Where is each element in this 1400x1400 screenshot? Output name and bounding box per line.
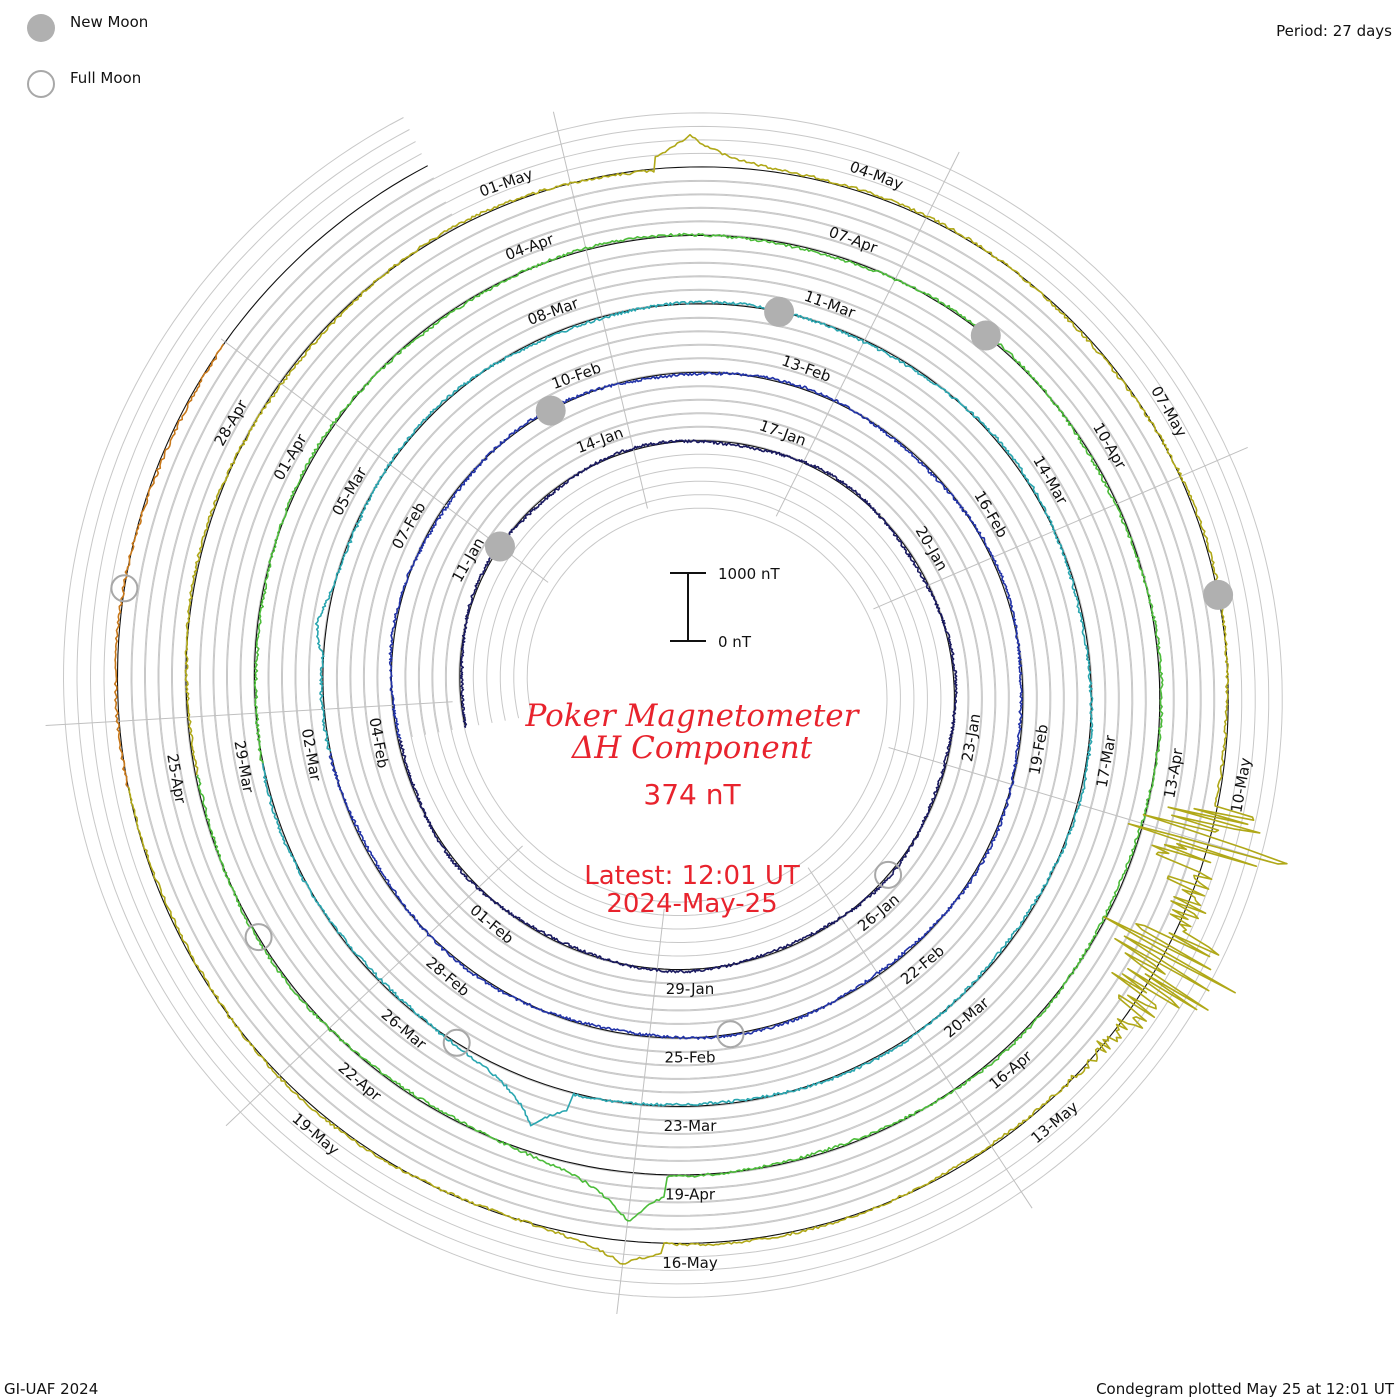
spoke-line — [775, 151, 960, 517]
full-moon-marker — [244, 923, 273, 952]
date-label: 07-May — [1147, 383, 1190, 440]
full-moon-marker — [716, 1020, 745, 1049]
date-label: 07-Apr — [826, 223, 880, 257]
spoke-line — [807, 867, 1033, 1209]
date-label: 05-Mar — [329, 463, 371, 518]
moon-phase-markers — [110, 296, 1234, 1057]
new-moon-marker — [485, 531, 515, 562]
date-label: 14-Mar — [1029, 453, 1071, 508]
date-label: 19-Apr — [665, 1185, 716, 1203]
date-label: 19-Feb — [1025, 723, 1052, 776]
spoke-line — [888, 747, 1280, 865]
spoke-line — [225, 845, 523, 1127]
date-label: 23-Jan — [958, 712, 984, 763]
scale-bar: 1000 nT 0 nT — [670, 565, 780, 651]
date-label: 02-Mar — [298, 727, 325, 783]
date-label: 04-Feb — [365, 716, 392, 769]
date-label: 11-Mar — [802, 287, 859, 322]
date-label: 16-Apr — [986, 1046, 1037, 1093]
date-label: 19-May — [289, 1109, 343, 1159]
date-label: 25-Apr — [163, 752, 190, 805]
trace-segment — [196, 232, 1164, 1222]
trace-segment — [398, 439, 958, 974]
date-label: 28-Feb — [422, 953, 473, 1000]
spoke-line — [45, 701, 453, 726]
grid-spiral — [157, 201, 1189, 1204]
date-label: 13-May — [1028, 1098, 1082, 1148]
date-label: 01-Apr — [270, 430, 311, 483]
spoke-line — [552, 111, 648, 509]
period-label: Period: 27 days — [1276, 22, 1392, 40]
chart-title-line1: Poker Magnetometer — [525, 698, 861, 734]
date-label: 22-Feb — [897, 942, 948, 989]
date-label: 16-Feb — [970, 488, 1011, 541]
date-label: 13-Apr — [1160, 746, 1187, 799]
grid-spiral — [144, 189, 1202, 1217]
trace-segment — [328, 371, 1023, 1040]
date-label: 17-Jan — [757, 416, 809, 449]
date-label: 29-Jan — [666, 980, 714, 998]
trace-segment — [113, 343, 225, 788]
spoke-line — [873, 446, 1248, 610]
full-moon-marker — [442, 1028, 471, 1057]
new-moon-marker — [1203, 579, 1234, 610]
grid-spiral — [130, 177, 1216, 1231]
new-moon-legend-label: New Moon — [70, 13, 149, 31]
date-label: 13-Feb — [779, 351, 833, 385]
trace-segment — [261, 300, 1094, 1127]
credit-label: GI-UAF 2024 — [4, 1380, 99, 1398]
date-label: 22-Apr — [335, 1059, 386, 1106]
scale-top-label: 1000 nT — [718, 565, 780, 583]
date-label: 23-Mar — [664, 1117, 718, 1135]
new-moon-marker — [764, 296, 795, 327]
date-label: 29-Mar — [230, 739, 257, 795]
grid-spiral — [62, 112, 1283, 1298]
full-moon-legend-label: Full Moon — [70, 69, 142, 87]
spoke-line — [616, 908, 665, 1315]
new-moon-marker — [535, 395, 566, 426]
full-moon-legend-icon — [27, 70, 55, 98]
grid-spiral — [171, 213, 1175, 1190]
grid-spiral — [89, 139, 1256, 1271]
chart-title-line2: ΔH Component — [571, 730, 813, 766]
date-label: 26-Mar — [378, 1005, 431, 1053]
full-moon-marker — [874, 860, 903, 889]
latest-time: Latest: 12:01 UT — [584, 861, 800, 891]
new-moon-legend-icon — [27, 14, 55, 42]
plotted-label: Condegram plotted May 25 at 12:01 UT — [1096, 1380, 1394, 1398]
date-label: 10-Feb — [549, 359, 603, 393]
date-label: 26-Jan — [854, 890, 903, 935]
date-label: 16-May — [662, 1254, 718, 1272]
scale-bottom-label: 0 nT — [718, 633, 752, 651]
date-label: 17-Mar — [1093, 733, 1120, 789]
date-label: 01-Feb — [466, 901, 517, 948]
full-moon-marker — [110, 574, 139, 603]
current-value: 374 nT — [643, 778, 741, 811]
date-label: 25-Feb — [664, 1048, 715, 1066]
latest-date: 2024-May-25 — [606, 889, 777, 919]
date-label: 20-Mar — [940, 993, 993, 1041]
new-moon-marker — [970, 320, 1001, 351]
date-label: 08-Mar — [525, 294, 582, 329]
grid-spiral — [76, 125, 1270, 1285]
date-label: 10-May — [1227, 756, 1254, 814]
grid-spiral — [103, 152, 1243, 1258]
